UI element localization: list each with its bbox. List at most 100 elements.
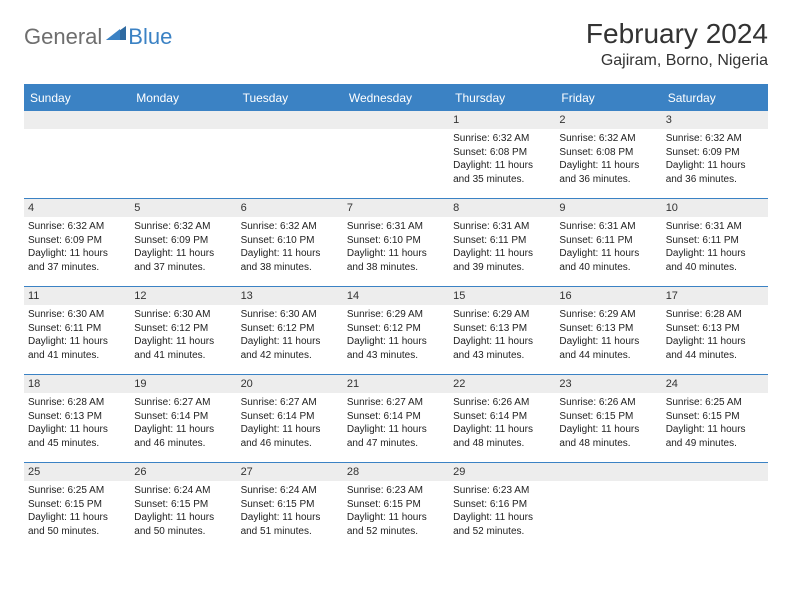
- daylight-text: Daylight: 11 hours and 42 minutes.: [241, 335, 339, 362]
- day-details: Sunrise: 6:32 AMSunset: 6:08 PMDaylight:…: [453, 132, 551, 186]
- day-number: 5: [130, 199, 236, 217]
- day-number: 28: [343, 463, 449, 481]
- sunset-text: Sunset: 6:15 PM: [134, 498, 232, 512]
- calendar-cell: 6Sunrise: 6:32 AMSunset: 6:10 PMDaylight…: [237, 199, 343, 287]
- calendar-week-row: 1Sunrise: 6:32 AMSunset: 6:08 PMDaylight…: [24, 111, 768, 199]
- daylight-text: Daylight: 11 hours and 44 minutes.: [666, 335, 764, 362]
- day-details: Sunrise: 6:27 AMSunset: 6:14 PMDaylight:…: [347, 396, 445, 450]
- sunrise-text: Sunrise: 6:30 AM: [28, 308, 126, 322]
- day-details: Sunrise: 6:28 AMSunset: 6:13 PMDaylight:…: [666, 308, 764, 362]
- weekday-header: Wednesday: [343, 85, 449, 111]
- day-details: Sunrise: 6:23 AMSunset: 6:16 PMDaylight:…: [453, 484, 551, 538]
- daylight-text: Daylight: 11 hours and 51 minutes.: [241, 511, 339, 538]
- day-number: 14: [343, 287, 449, 305]
- sunset-text: Sunset: 6:14 PM: [134, 410, 232, 424]
- calendar-cell: 5Sunrise: 6:32 AMSunset: 6:09 PMDaylight…: [130, 199, 236, 287]
- daylight-text: Daylight: 11 hours and 48 minutes.: [559, 423, 657, 450]
- calendar-cell: [555, 463, 661, 551]
- sunrise-text: Sunrise: 6:24 AM: [241, 484, 339, 498]
- sunrise-text: Sunrise: 6:30 AM: [241, 308, 339, 322]
- day-details: Sunrise: 6:28 AMSunset: 6:13 PMDaylight:…: [28, 396, 126, 450]
- logo-sail-icon: [106, 26, 126, 40]
- daylight-text: Daylight: 11 hours and 39 minutes.: [453, 247, 551, 274]
- day-details: Sunrise: 6:31 AMSunset: 6:11 PMDaylight:…: [559, 220, 657, 274]
- sunset-text: Sunset: 6:14 PM: [347, 410, 445, 424]
- day-number: 18: [24, 375, 130, 393]
- sunset-text: Sunset: 6:08 PM: [453, 146, 551, 160]
- sunrise-text: Sunrise: 6:28 AM: [28, 396, 126, 410]
- weekday-header: Tuesday: [237, 85, 343, 111]
- daylight-text: Daylight: 11 hours and 43 minutes.: [347, 335, 445, 362]
- weekday-header: Saturday: [662, 85, 768, 111]
- calendar-cell: 11 Sunrise: 6:30 AMSunset: 6:11 PMDayligh…: [24, 287, 130, 375]
- calendar-cell: 25Sunrise: 6:25 AMSunset: 6:15 PMDayligh…: [24, 463, 130, 551]
- sunrise-text: Sunrise: 6:28 AM: [666, 308, 764, 322]
- calendar-cell: 9Sunrise: 6:31 AMSunset: 6:11 PMDaylight…: [555, 199, 661, 287]
- calendar-cell: 20Sunrise: 6:27 AMSunset: 6:14 PMDayligh…: [237, 375, 343, 463]
- sunrise-text: Sunrise: 6:30 AM: [134, 308, 232, 322]
- day-number: 21: [343, 375, 449, 393]
- sunrise-text: Sunrise: 6:29 AM: [347, 308, 445, 322]
- weekday-header: Thursday: [449, 85, 555, 111]
- sunset-text: Sunset: 6:13 PM: [28, 410, 126, 424]
- sunset-text: Sunset: 6:13 PM: [453, 322, 551, 336]
- calendar-cell: 13Sunrise: 6:30 AMSunset: 6:12 PMDayligh…: [237, 287, 343, 375]
- daylight-text: Daylight: 11 hours and 37 minutes.: [134, 247, 232, 274]
- day-number: 6: [237, 199, 343, 217]
- sunrise-text: Sunrise: 6:25 AM: [28, 484, 126, 498]
- day-number: 2: [555, 111, 661, 129]
- daylight-text: Daylight: 11 hours and 45 minutes.: [28, 423, 126, 450]
- sunrise-text: Sunrise: 6:32 AM: [134, 220, 232, 234]
- sunrise-text: Sunrise: 6:27 AM: [134, 396, 232, 410]
- sunset-text: Sunset: 6:16 PM: [453, 498, 551, 512]
- day-details: Sunrise: 6:30 AMSunset: 6:12 PMDaylight:…: [134, 308, 232, 362]
- daylight-text: Daylight: 11 hours and 41 minutes.: [134, 335, 232, 362]
- sunset-text: Sunset: 6:13 PM: [666, 322, 764, 336]
- sunrise-text: Sunrise: 6:27 AM: [347, 396, 445, 410]
- sunrise-text: Sunrise: 6:23 AM: [453, 484, 551, 498]
- calendar-cell: 24Sunrise: 6:25 AMSunset: 6:15 PMDayligh…: [662, 375, 768, 463]
- calendar-week-row: 4Sunrise: 6:32 AMSunset: 6:09 PMDaylight…: [24, 199, 768, 287]
- day-number: 29: [449, 463, 555, 481]
- sunset-text: Sunset: 6:15 PM: [666, 410, 764, 424]
- day-number: 4: [24, 199, 130, 217]
- day-details: Sunrise: 6:30 AMSunset: 6:12 PMDaylight:…: [241, 308, 339, 362]
- calendar-cell: 19Sunrise: 6:27 AMSunset: 6:14 PMDayligh…: [130, 375, 236, 463]
- sunset-text: Sunset: 6:15 PM: [241, 498, 339, 512]
- sunset-text: Sunset: 6:12 PM: [134, 322, 232, 336]
- month-title: February 2024: [586, 18, 768, 50]
- day-details: Sunrise: 6:30 AMSunset: 6:11 PMDaylight:…: [28, 308, 126, 362]
- daylight-text: Daylight: 11 hours and 36 minutes.: [559, 159, 657, 186]
- sunset-text: Sunset: 6:14 PM: [453, 410, 551, 424]
- sunrise-text: Sunrise: 6:32 AM: [559, 132, 657, 146]
- title-block: February 2024 Gajiram, Borno, Nigeria: [586, 18, 768, 70]
- day-number: [130, 111, 236, 129]
- sunset-text: Sunset: 6:14 PM: [241, 410, 339, 424]
- calendar-cell: 8Sunrise: 6:31 AMSunset: 6:11 PMDaylight…: [449, 199, 555, 287]
- daylight-text: Daylight: 11 hours and 38 minutes.: [241, 247, 339, 274]
- daylight-text: Daylight: 11 hours and 40 minutes.: [559, 247, 657, 274]
- sunrise-text: Sunrise: 6:29 AM: [453, 308, 551, 322]
- day-number: 3: [662, 111, 768, 129]
- day-number: [662, 463, 768, 481]
- day-details: Sunrise: 6:23 AMSunset: 6:15 PMDaylight:…: [347, 484, 445, 538]
- calendar-cell: [662, 463, 768, 551]
- day-number: 25: [24, 463, 130, 481]
- day-number: 26: [130, 463, 236, 481]
- daylight-text: Daylight: 11 hours and 52 minutes.: [453, 511, 551, 538]
- sunset-text: Sunset: 6:10 PM: [241, 234, 339, 248]
- calendar-cell: 2Sunrise: 6:32 AMSunset: 6:08 PMDaylight…: [555, 111, 661, 199]
- calendar-cell: 7Sunrise: 6:31 AMSunset: 6:10 PMDaylight…: [343, 199, 449, 287]
- daylight-text: Daylight: 11 hours and 50 minutes.: [28, 511, 126, 538]
- calendar-cell: 10Sunrise: 6:31 AMSunset: 6:11 PMDayligh…: [662, 199, 768, 287]
- sunset-text: Sunset: 6:11 PM: [28, 322, 126, 336]
- sunrise-text: Sunrise: 6:23 AM: [347, 484, 445, 498]
- sunrise-text: Sunrise: 6:31 AM: [666, 220, 764, 234]
- calendar-cell: 18 Sunrise: 6:28 AMSunset: 6:13 PMDayligh…: [24, 375, 130, 463]
- day-number: 7: [343, 199, 449, 217]
- sunrise-text: Sunrise: 6:24 AM: [134, 484, 232, 498]
- daylight-text: Daylight: 11 hours and 47 minutes.: [347, 423, 445, 450]
- logo-text-general: General: [24, 24, 102, 50]
- day-number: 8: [449, 199, 555, 217]
- day-number: 11: [24, 287, 130, 305]
